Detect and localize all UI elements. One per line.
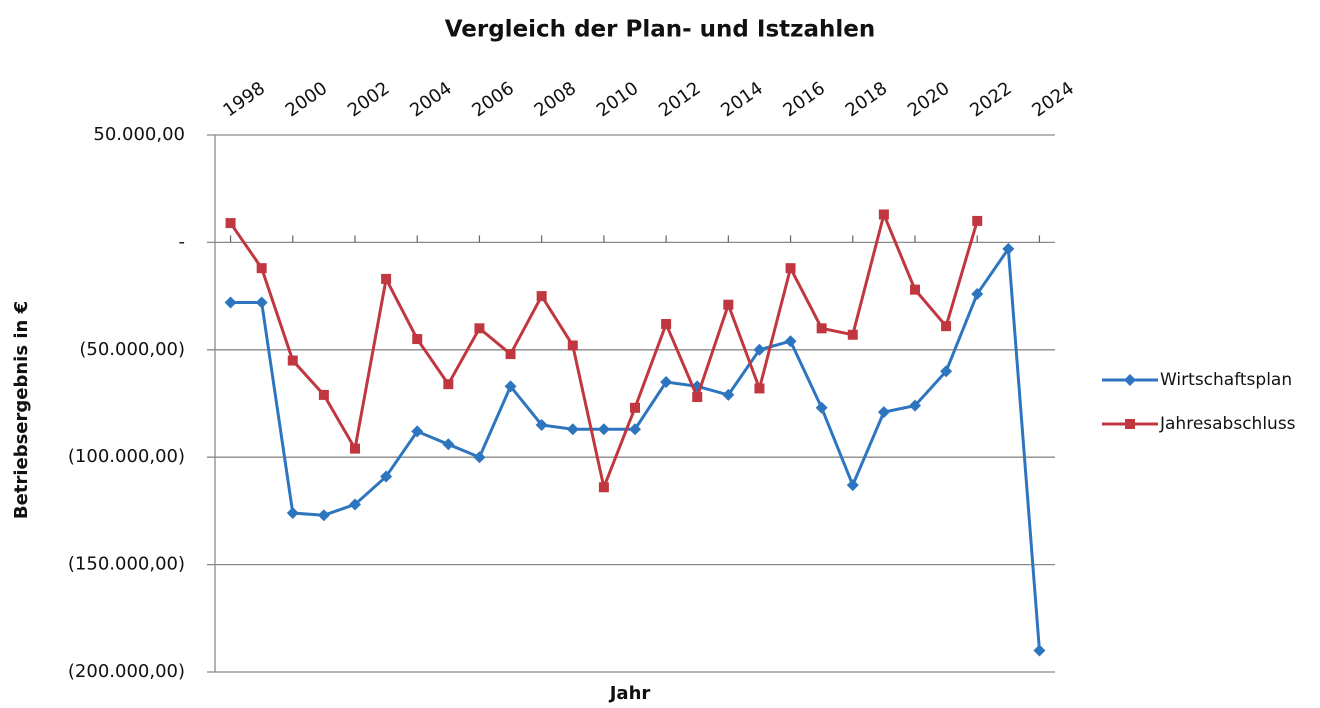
data-point <box>692 392 703 403</box>
data-point <box>940 365 953 378</box>
data-point <box>536 291 547 302</box>
data-point <box>597 423 610 436</box>
data-point <box>847 329 858 340</box>
data-point <box>878 209 889 220</box>
data-point <box>910 284 920 295</box>
data-point <box>286 507 299 520</box>
chart-title: Vergleich der Plan- und Istzahlen <box>445 17 876 43</box>
data-point <box>349 498 361 511</box>
y-axis-title: Betriebsergebnis in € <box>11 301 32 519</box>
data-point <box>380 470 393 483</box>
data-point <box>971 287 984 300</box>
data-point <box>412 334 423 345</box>
data-point <box>941 321 952 332</box>
data-point <box>972 215 983 226</box>
data-point <box>629 423 641 436</box>
y-tick-label: (200.000,00) <box>68 661 185 682</box>
y-tick-label: 50.000,00 <box>93 124 185 145</box>
x-tick-label: 2022 <box>966 78 1016 121</box>
data-point <box>255 296 268 309</box>
y-tick-label: (50.000,00) <box>79 339 185 360</box>
x-tick-label: 1998 <box>219 78 269 121</box>
data-point <box>350 443 360 454</box>
data-point <box>1124 374 1136 386</box>
series-line <box>229 209 979 493</box>
data-point <box>877 406 890 419</box>
data-point <box>566 423 579 436</box>
data-point <box>1033 644 1046 657</box>
data-point <box>723 299 734 310</box>
data-point <box>287 355 298 366</box>
data-point <box>598 482 609 493</box>
legend-label: Wirtschaftsplan <box>1160 370 1292 390</box>
x-tick-label: 2010 <box>593 78 643 121</box>
data-point <box>815 401 828 414</box>
data-point <box>567 340 578 351</box>
x-tick-label: 2012 <box>655 78 705 121</box>
x-tick-label: 2002 <box>344 78 394 121</box>
x-tick-label: 2020 <box>904 78 954 121</box>
data-point <box>535 418 548 431</box>
data-point <box>505 349 516 360</box>
data-point <box>442 438 455 451</box>
x-tick-label: 2006 <box>468 78 518 121</box>
x-tick-label: 2004 <box>406 78 456 121</box>
data-point <box>1125 419 1135 429</box>
data-point <box>753 343 766 356</box>
x-axis-title: Jahr <box>608 683 651 704</box>
data-point <box>225 218 236 229</box>
data-point <box>256 263 267 274</box>
data-point <box>660 376 673 389</box>
data-point <box>443 379 454 390</box>
data-point <box>504 380 517 393</box>
data-point <box>754 383 765 394</box>
x-tick-label: 2008 <box>531 78 581 121</box>
data-point <box>909 399 921 412</box>
data-point <box>661 319 672 330</box>
data-point <box>224 296 237 309</box>
data-point <box>318 389 329 400</box>
data-point <box>411 425 424 438</box>
data-point <box>474 323 485 334</box>
data-point <box>816 323 827 334</box>
x-tick-label: 2000 <box>282 78 332 121</box>
data-point <box>785 263 796 274</box>
data-point <box>381 273 392 284</box>
y-tick-label: - <box>179 231 186 252</box>
data-point <box>784 335 797 348</box>
data-point <box>846 479 859 492</box>
x-tick-label: 2018 <box>842 78 892 121</box>
y-tick-label: (100.000,00) <box>68 446 185 467</box>
data-point <box>1002 242 1015 255</box>
legend-label: Jahresabschluss <box>1159 414 1296 434</box>
data-point <box>317 509 330 522</box>
x-tick-label: 2024 <box>1028 78 1078 121</box>
data-point <box>630 402 640 413</box>
data-point <box>722 388 735 401</box>
x-tick-label: 2014 <box>717 78 767 121</box>
y-tick-label: (150.000,00) <box>68 554 185 575</box>
data-point <box>473 451 486 464</box>
x-tick-label: 2016 <box>779 78 829 121</box>
